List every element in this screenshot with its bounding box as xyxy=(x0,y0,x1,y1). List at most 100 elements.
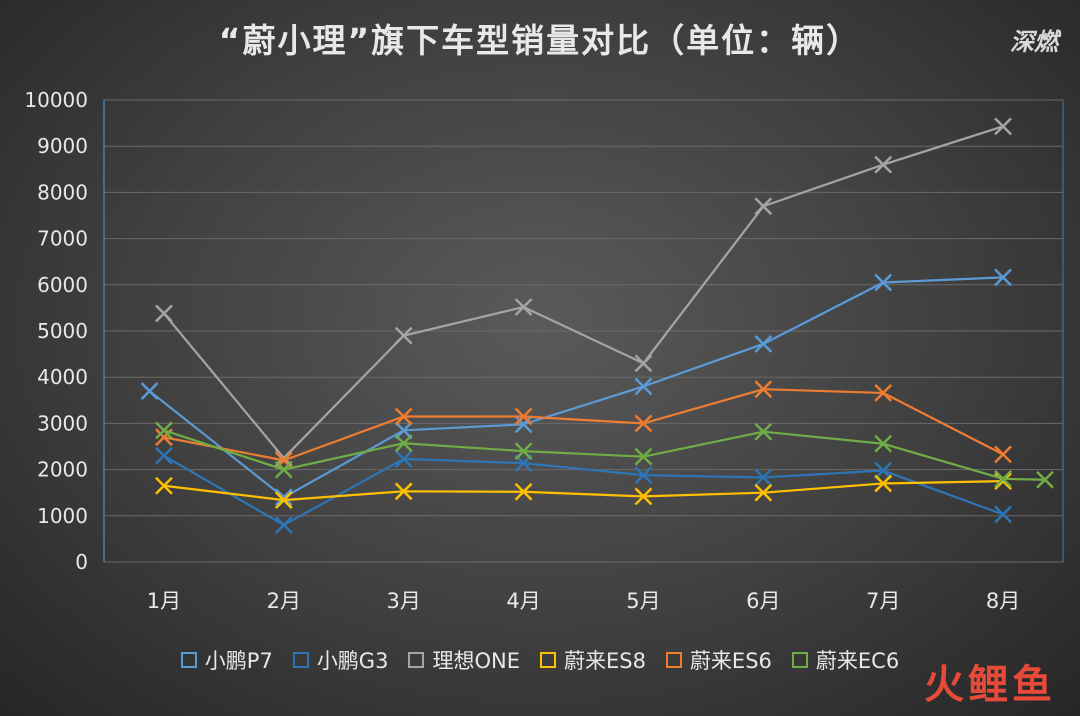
data-point-marker xyxy=(874,474,893,493)
marker-stroke xyxy=(394,482,413,501)
marker-stroke xyxy=(994,469,1012,488)
marker-stroke xyxy=(874,384,893,402)
data-point-marker xyxy=(634,414,653,433)
legend-item: 蔚来ES6 xyxy=(665,645,772,675)
legend-item: 蔚来EC6 xyxy=(791,645,900,675)
y-tick-label: 2000 xyxy=(37,458,88,482)
legend-label: 蔚来ES8 xyxy=(563,649,646,673)
data-point-marker xyxy=(155,446,173,465)
watermark: 火鲤鱼 xyxy=(924,662,1056,708)
marker-stroke xyxy=(274,491,293,509)
y-tick-label: 6000 xyxy=(37,273,88,297)
marker-stroke xyxy=(994,505,1012,524)
data-point-marker xyxy=(1036,470,1054,489)
marker-stroke xyxy=(394,407,413,426)
marker-stroke xyxy=(634,487,653,506)
data-point-marker xyxy=(874,384,893,402)
data-point-marker xyxy=(274,460,293,479)
legend-swatch xyxy=(665,652,682,668)
x-tick-label: 5月 xyxy=(626,589,660,613)
data-point-marker xyxy=(994,505,1012,524)
marker-stroke xyxy=(874,474,893,493)
legend-item: 蔚来ES8 xyxy=(539,645,646,675)
x-tick-label: 2月 xyxy=(267,589,301,613)
data-point-marker xyxy=(634,447,653,466)
marker-stroke xyxy=(874,273,893,292)
y-tick-label: 7000 xyxy=(37,227,88,251)
marker-stroke xyxy=(274,488,293,507)
marker-stroke xyxy=(874,155,893,174)
x-tick-label: 6月 xyxy=(746,589,780,613)
y-tick-label: 5000 xyxy=(37,319,88,343)
x-tick-label: 3月 xyxy=(387,589,421,613)
data-point-marker xyxy=(140,382,159,400)
legend-label: 蔚来EC6 xyxy=(815,649,900,673)
marker-stroke xyxy=(874,461,893,480)
data-point-marker xyxy=(514,415,533,434)
x-tick-label: 7月 xyxy=(866,589,900,613)
data-point-marker xyxy=(634,487,653,506)
y-tick-label: 9000 xyxy=(37,134,88,158)
data-point-marker xyxy=(155,304,173,323)
marker-stroke xyxy=(754,197,773,216)
data-point-marker xyxy=(994,117,1012,136)
y-tick-label: 1000 xyxy=(37,504,88,528)
data-point-marker xyxy=(514,482,533,501)
legend-swatch xyxy=(180,652,197,668)
marker-stroke xyxy=(514,415,533,434)
data-point-marker xyxy=(754,422,773,441)
legend-label: 理想ONE xyxy=(432,649,520,673)
y-tick-label: 10000 xyxy=(24,88,88,112)
marker-stroke xyxy=(634,377,653,396)
marker-stroke xyxy=(155,476,173,495)
marker-stroke xyxy=(754,335,773,353)
marker-stroke xyxy=(874,434,893,453)
legend-label: 小鹏G3 xyxy=(316,649,389,673)
data-point-marker xyxy=(394,450,413,468)
series-line xyxy=(163,454,1004,527)
legend-item: 小鹏G3 xyxy=(292,645,389,675)
series-line xyxy=(163,388,1004,462)
marker-stroke xyxy=(634,354,653,373)
y-tick-label: 0 xyxy=(75,550,88,574)
legend-swatch xyxy=(539,652,556,668)
data-point-marker xyxy=(874,434,893,453)
legend-item: 小鹏P7 xyxy=(180,645,273,675)
data-point-marker xyxy=(634,377,653,396)
marker-stroke xyxy=(634,466,653,485)
marker-stroke xyxy=(514,407,533,426)
legend: 小鹏P7 小鹏G3 理想ONE 蔚来ES8 蔚来ES6 蔚来EC6 xyxy=(0,645,1080,675)
data-point-marker xyxy=(394,482,413,501)
data-point-marker xyxy=(994,469,1012,488)
data-point-marker xyxy=(514,407,533,426)
x-tick-label: 4月 xyxy=(506,589,540,613)
marker-stroke xyxy=(994,472,1012,491)
marker-stroke xyxy=(274,460,293,479)
data-point-marker xyxy=(754,335,773,353)
data-point-marker xyxy=(274,488,293,507)
marker-stroke xyxy=(155,421,173,440)
data-point-marker xyxy=(754,468,773,487)
marker-stroke xyxy=(634,414,653,433)
data-point-marker xyxy=(394,434,413,453)
legend-swatch xyxy=(791,652,808,668)
marker-stroke xyxy=(514,482,533,501)
y-tick-label: 4000 xyxy=(37,365,88,389)
marker-stroke xyxy=(514,298,533,316)
chart-title: “蔚小理”旗下车型销量对比（单位：辆） xyxy=(218,21,862,60)
data-point-marker xyxy=(874,461,893,480)
data-point-marker xyxy=(874,273,893,292)
series-line xyxy=(148,276,1004,499)
marker-stroke xyxy=(754,380,773,399)
data-point-marker xyxy=(754,483,773,502)
marker-stroke xyxy=(394,421,413,440)
y-tick-label: 8000 xyxy=(37,180,88,204)
marker-stroke xyxy=(140,382,159,400)
data-point-marker xyxy=(994,472,1012,491)
data-point-marker xyxy=(394,407,413,426)
marker-stroke xyxy=(514,442,533,461)
x-tick-label: 1月 xyxy=(147,589,181,613)
data-point-marker xyxy=(994,268,1012,287)
marker-stroke xyxy=(994,117,1012,136)
